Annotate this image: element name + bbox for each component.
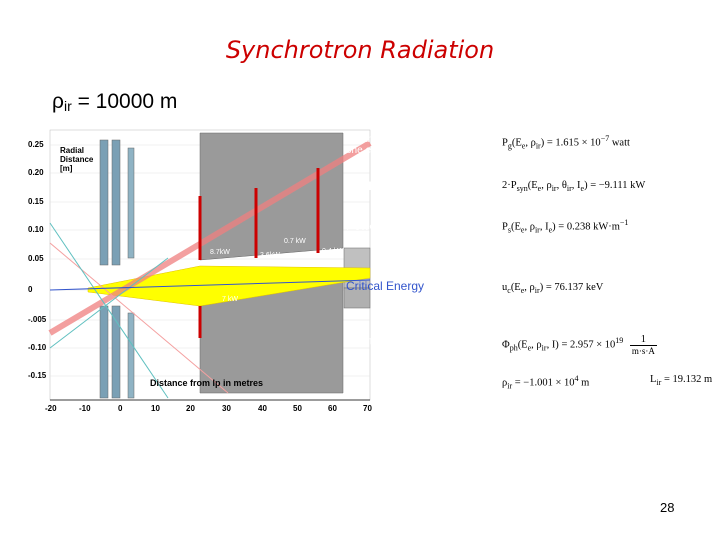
y-axis-label: Radial Distance [m] (60, 146, 93, 173)
y-tick: -0.15 (28, 371, 47, 380)
y-tick: -.005 (28, 315, 47, 324)
total-power-label: Total Power (346, 179, 409, 193)
y-tick: 0.20 (28, 168, 44, 177)
inst-power-line: one electron (346, 145, 402, 156)
inst-power-line: Instantaneous Power for (346, 134, 455, 145)
synchrotron-diagram: 0.25 0.20 0.15 0.10 0.05 0 -.005 -0.10 -… (28, 128, 470, 418)
x-tick: -20 (45, 404, 57, 413)
x-axis-label: Distance from Ip in metres (150, 378, 264, 388)
x-tick: -10 (79, 404, 91, 413)
inst-power-label: Instantaneous Power for one electron (346, 134, 454, 156)
photonflux-fraction: 1 m·s·A (629, 334, 657, 356)
beam-axis (49, 279, 371, 291)
x-tick: 40 (258, 404, 267, 413)
power-label: 3.6kW (260, 252, 280, 259)
rho-value: = 10000 m (71, 90, 178, 113)
y-axis-label-line: Radial (60, 146, 85, 155)
y-tick: 0 (28, 285, 33, 294)
y-tick: -0.10 (28, 343, 47, 352)
formula-critical-energy: uc(Ee, ρir) = 76.137 keV (502, 282, 604, 296)
y-tick: 0.25 (28, 140, 44, 149)
photonflux-label: Photonflux (348, 334, 405, 348)
power-label: 0.7 kW (284, 238, 306, 245)
formula-l-ir: Lir = 19.132 m (650, 374, 713, 388)
x-tick: 20 (186, 404, 195, 413)
formula-photonflux: Φph(Ee, ρir, I) = 2.957 × 1019 1 m·s·A (502, 334, 657, 356)
power-markers (198, 168, 320, 338)
x-tick: 0 (118, 404, 123, 413)
page-number: 28 (660, 500, 675, 515)
formula-power-per-length: Ps(Ee, ρir, Ie) = 0.238 kW·m−1 (502, 218, 629, 235)
rho-symbol: ρ (52, 90, 64, 113)
radiation-fan (87, 265, 371, 307)
y-tick: 0.10 (28, 225, 44, 234)
power-label: 7 kW (222, 296, 238, 303)
x-tick: 30 (222, 404, 231, 413)
beam-cyan-2 (49, 257, 169, 349)
power-label: 0.4 kW (322, 248, 344, 255)
beam-cyan-1 (49, 222, 169, 399)
y-axis-label-line: Distance (60, 155, 94, 164)
critical-energy-label: Critical Energy (346, 279, 425, 293)
y-axis-label-line: [m] (60, 164, 73, 173)
beam-thin-1 (49, 242, 229, 394)
rho-subscript: ir (63, 98, 72, 114)
x-tick: 10 (151, 404, 160, 413)
rho-radius-line: ρir = 10000 m (52, 90, 177, 114)
magnets (99, 132, 371, 399)
formula-total-power: 2·Psyn(Ee, ρir, θir, Ie) = −9.111 kW (502, 180, 646, 194)
x-tick: 70 (363, 404, 372, 413)
power-per-length-label: Power per unit Length (346, 219, 464, 233)
y-tick: 0.15 (28, 197, 44, 206)
y-tick: 0.05 (28, 254, 44, 263)
formula-inst-power: Pg(Ee, ρir) = 1.615 × 10−7 watt (502, 134, 630, 151)
x-tick: 50 (293, 404, 302, 413)
slide-title: Synchrotron Radiation (225, 36, 495, 64)
x-tick: 60 (328, 404, 337, 413)
power-label: 8.7kW (210, 249, 230, 256)
diagram-graphic (48, 129, 372, 401)
formula-rho-ir: ρir = −1.001 × 104 m (502, 374, 590, 391)
